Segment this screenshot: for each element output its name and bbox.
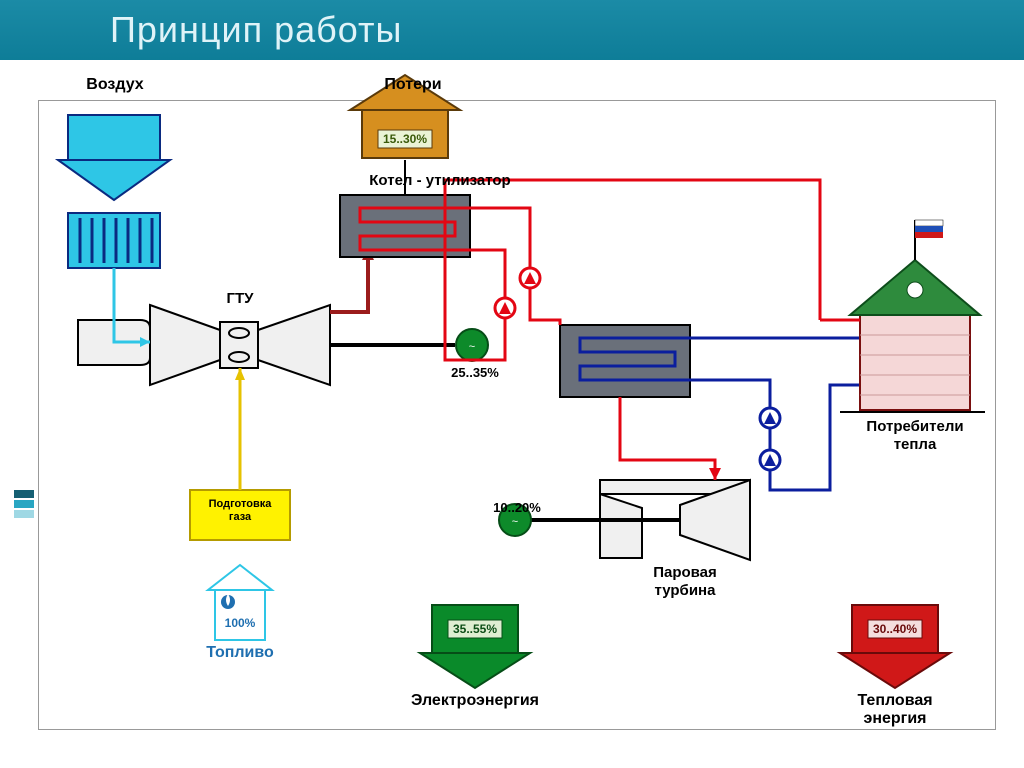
svg-text:~: ~: [512, 516, 518, 528]
pct-fuel: 100%: [213, 616, 267, 630]
label-heat2: энергия: [830, 710, 960, 728]
label-consumers1: Потребители: [845, 418, 985, 435]
label-fuel: Топливо: [200, 644, 280, 662]
slide-header: Принцип работы: [0, 0, 1024, 60]
pct-steam-gen: 10..20%: [482, 500, 552, 515]
pct-losses: 15..30%: [378, 132, 432, 146]
diagram-svg: ~: [0, 60, 1024, 768]
label-gasprep: Подготовка газа: [195, 498, 285, 524]
label-boiler: Котел - утилизатор: [360, 172, 520, 189]
label-air: Воздух: [70, 76, 160, 94]
label-steam2: турбина: [630, 582, 740, 599]
svg-text:~: ~: [469, 341, 475, 353]
label-elec: Электроэнергия: [395, 692, 555, 710]
slide-title: Принцип работы: [110, 9, 402, 51]
pct-heat: 30..40%: [868, 622, 922, 636]
label-consumers2: тепла: [845, 436, 985, 453]
label-losses: Потери: [368, 76, 458, 94]
pct-elec: 35..55%: [448, 622, 502, 636]
diagram-canvas: ~: [0, 60, 1024, 768]
label-gtu: ГТУ: [210, 290, 270, 307]
pct-gtu-gen: 25..35%: [440, 365, 510, 380]
label-heat1: Тепловая: [830, 692, 960, 710]
label-steam1: Паровая: [630, 564, 740, 581]
